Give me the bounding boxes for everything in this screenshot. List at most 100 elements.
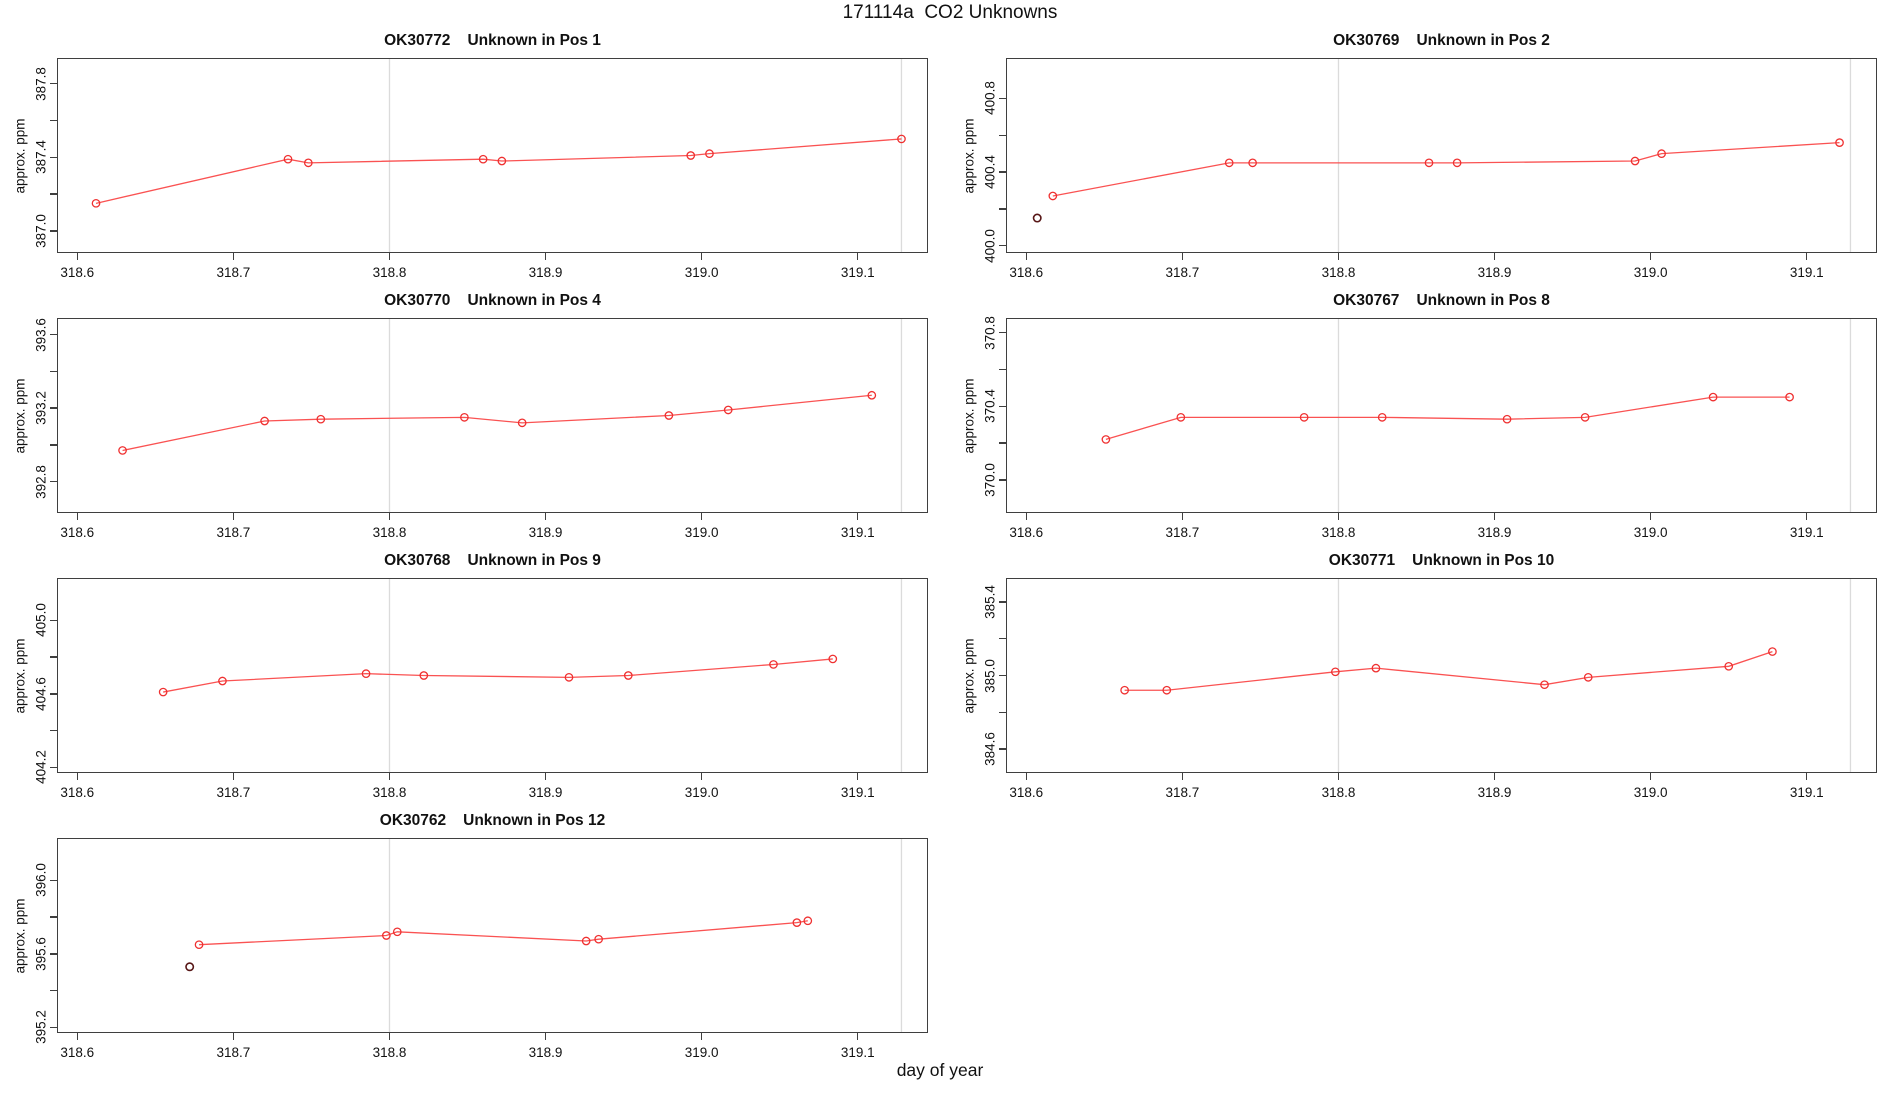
x-tick-label: 318.7 <box>1165 265 1200 280</box>
data-point <box>664 411 674 420</box>
data-point <box>705 149 714 159</box>
y-tick-label: 393.2 <box>33 391 49 426</box>
y-tick <box>50 953 57 955</box>
y-tick-label: 400.0 <box>982 228 998 263</box>
x-tick <box>388 1033 391 1040</box>
y-tick <box>999 711 1006 713</box>
x-tick <box>1806 513 1808 520</box>
data-point <box>1768 647 1777 656</box>
data-point <box>460 412 469 422</box>
y-tick <box>50 989 57 992</box>
y-tick <box>999 244 1006 247</box>
y-tick <box>999 134 1006 136</box>
data-point <box>478 154 488 164</box>
x-tick <box>700 253 703 260</box>
panel-title-code: OK30762 <box>379 812 447 829</box>
plot-box <box>1006 58 1877 253</box>
x-tick <box>232 1033 235 1040</box>
data-point <box>828 654 838 664</box>
panel-title-text: Unknown in Pos 9 <box>467 552 601 569</box>
y-tick <box>50 729 57 732</box>
x-tick <box>1649 253 1652 260</box>
data-point <box>1540 680 1549 690</box>
y-tick-label: 404.6 <box>33 676 49 711</box>
y-tick <box>50 693 57 695</box>
series-line <box>122 394 872 452</box>
plot-canvas <box>185 839 903 1032</box>
panel-title: OK30768 Unknown in Pos 9 <box>57 551 928 571</box>
y-tick-label: 392.8 <box>33 464 49 499</box>
data-point <box>497 156 507 166</box>
series-line <box>1124 650 1773 691</box>
x-tick <box>700 1033 703 1040</box>
y-tick-label: 393.6 <box>33 317 49 352</box>
data-point <box>1331 667 1340 677</box>
x-tick-label: 318.8 <box>372 1045 407 1060</box>
data-point <box>1835 138 1844 147</box>
x-tick-label: 318.6 <box>60 525 95 540</box>
x-tick <box>1806 773 1808 780</box>
x-tick-label: 318.8 <box>372 265 407 280</box>
panel-title-code: OK30771 <box>1328 552 1396 569</box>
data-point <box>792 918 802 927</box>
data-point <box>1502 414 1512 424</box>
data-point <box>392 927 402 937</box>
y-tick-label: 370.4 <box>982 389 998 424</box>
x-tick <box>76 1033 78 1040</box>
y-tick <box>50 619 57 621</box>
x-tick <box>232 773 235 780</box>
panel-title-text: Unknown in Pos 2 <box>1416 32 1550 49</box>
y-tick-label: 405.0 <box>33 603 49 638</box>
x-tick <box>388 253 391 260</box>
x-tick <box>388 513 391 520</box>
y-axis-label: approx. ppm <box>12 117 28 194</box>
x-tick <box>857 253 859 260</box>
panel-title: OK30762 Unknown in Pos 12 <box>57 811 928 831</box>
x-tick-label: 318.6 <box>1009 785 1044 800</box>
outlier-point <box>1032 213 1042 223</box>
outlier-point <box>185 962 195 972</box>
x-tick <box>76 253 78 260</box>
x-tick <box>1025 773 1027 780</box>
y-tick <box>50 333 57 336</box>
data-point <box>1424 158 1434 168</box>
series-line <box>199 920 808 946</box>
y-tick <box>50 193 57 195</box>
y-tick-label: 370.8 <box>982 315 998 350</box>
y-axis-label: approx. ppm <box>12 637 28 714</box>
x-tick-label: 318.7 <box>1165 525 1200 540</box>
x-tick <box>1337 773 1340 780</box>
y-tick <box>50 481 57 483</box>
x-tick-label: 318.6 <box>60 265 95 280</box>
data-point <box>158 687 168 697</box>
panel-title: OK30767 Unknown in Pos 8 <box>1006 291 1877 311</box>
y-tick <box>999 748 1006 750</box>
y-tick <box>50 879 57 881</box>
y-tick-label: 384.6 <box>982 732 998 766</box>
y-tick-label: 396.0 <box>33 863 49 898</box>
x-tick <box>1806 253 1808 260</box>
x-tick <box>1181 253 1184 260</box>
y-tick-label: 400.4 <box>982 155 998 189</box>
x-tick-label: 318.7 <box>1165 785 1200 800</box>
x-tick <box>1493 253 1496 260</box>
plot-box <box>1006 318 1877 513</box>
data-point <box>867 390 877 400</box>
x-tick-label: 318.6 <box>1009 525 1044 540</box>
panel-title-text: Unknown in Pos 8 <box>1416 292 1550 309</box>
y-tick-label: 387.8 <box>33 66 49 101</box>
data-point <box>1785 392 1794 402</box>
x-tick-label: 319.1 <box>840 785 875 800</box>
x-tick <box>232 513 235 520</box>
y-axis-label: approx. ppm <box>961 117 977 194</box>
x-tick <box>700 513 703 520</box>
data-point <box>686 151 696 160</box>
y-tick <box>50 83 57 85</box>
y-tick <box>999 368 1006 371</box>
x-tick-label: 319.0 <box>1633 785 1668 800</box>
x-tick-label: 318.7 <box>216 1045 251 1060</box>
x-tick <box>544 253 547 260</box>
data-point <box>769 660 778 669</box>
y-tick <box>999 638 1006 640</box>
x-tick-label: 318.9 <box>528 785 563 800</box>
